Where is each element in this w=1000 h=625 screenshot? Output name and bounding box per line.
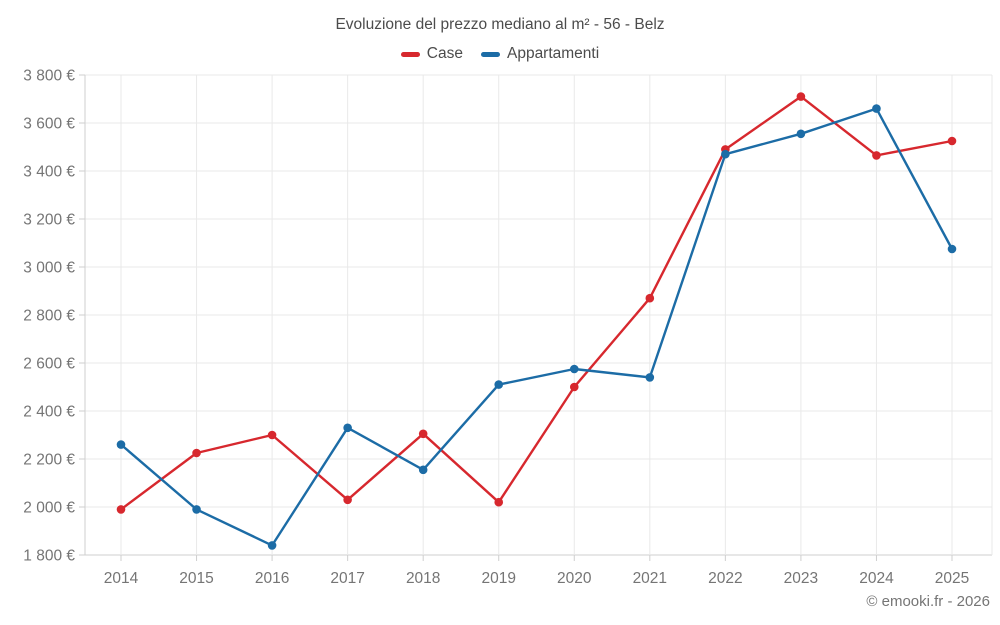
legend-item-case[interactable]: Case [400,45,463,63]
y-tick-label: 2 000 € [23,500,75,517]
y-tick-label: 2 800 € [23,308,75,325]
y-tick-label: 2 600 € [23,356,75,373]
data-point-appartamenti-2023 [796,129,806,139]
chart-title: Evoluzione del prezzo mediano al m² - 56… [335,16,665,33]
data-point-appartamenti-2024 [872,104,881,113]
x-tick-label: 2017 [330,570,364,587]
data-point-case-2015 [192,448,201,458]
x-tick-label: 2014 [104,570,139,587]
data-point-case-2025 [947,136,957,146]
series-line-case [119,95,954,511]
x-tick-label: 2019 [481,570,515,587]
data-point-appartamenti-2015 [192,505,201,514]
data-point-case-2016 [267,430,277,440]
x-tick-label: 2022 [708,570,742,587]
legend-item-appartamenti[interactable]: Appartamenti [480,45,600,63]
data-point-case-2021 [645,293,655,303]
y-tick-label: 1 800 € [23,548,75,565]
data-point-appartamenti-2016 [267,541,277,550]
data-point-case-2024 [872,151,881,160]
data-point-appartamenti-2019 [494,380,504,389]
data-point-appartamenti-2020 [569,364,579,374]
x-tick-label: 2015 [179,570,213,587]
legend-swatch-icon [400,51,420,57]
data-point-case-2023 [796,92,806,101]
credit-watermark: © emooki.fr - 2026 [866,593,990,610]
x-tick-label: 2023 [784,570,818,587]
data-point-case-2018 [418,429,428,439]
y-tick-label: 3 000 € [23,260,75,277]
data-point-appartamenti-2014 [116,440,126,449]
data-point-appartamenti-2021 [645,373,655,382]
y-tick-label: 3 600 € [23,116,75,133]
y-tick-label: 3 200 € [23,212,75,229]
y-tick-label: 2 200 € [23,452,75,469]
x-tick-label: 2025 [935,570,969,587]
data-point-case-2017 [343,495,352,505]
y-tick-label: 3 800 € [23,68,75,85]
legend-label: Appartamenti [506,45,600,62]
y-tick-label: 3 400 € [23,164,75,181]
x-tick-label: 2016 [255,570,289,587]
x-tick-label: 2018 [406,570,440,587]
data-point-appartamenti-2018 [418,465,428,475]
data-point-appartamenti-2017 [343,423,352,433]
data-point-case-2020 [569,382,579,392]
data-point-appartamenti-2022 [721,149,730,159]
x-tick-label: 2021 [633,570,667,587]
y-tick-label: 2 400 € [23,404,75,421]
x-tick-label: 2024 [859,570,894,587]
data-point-case-2019 [494,497,504,507]
data-point-case-2014 [116,505,126,514]
data-point-appartamenti-2025 [947,244,957,254]
series-line-appartamenti [119,107,954,547]
chart-legend: Case Appartamenti [0,45,1000,63]
legend-label: Case [426,45,463,62]
x-tick-label: 2020 [557,570,592,587]
legend-swatch-icon [480,51,500,57]
